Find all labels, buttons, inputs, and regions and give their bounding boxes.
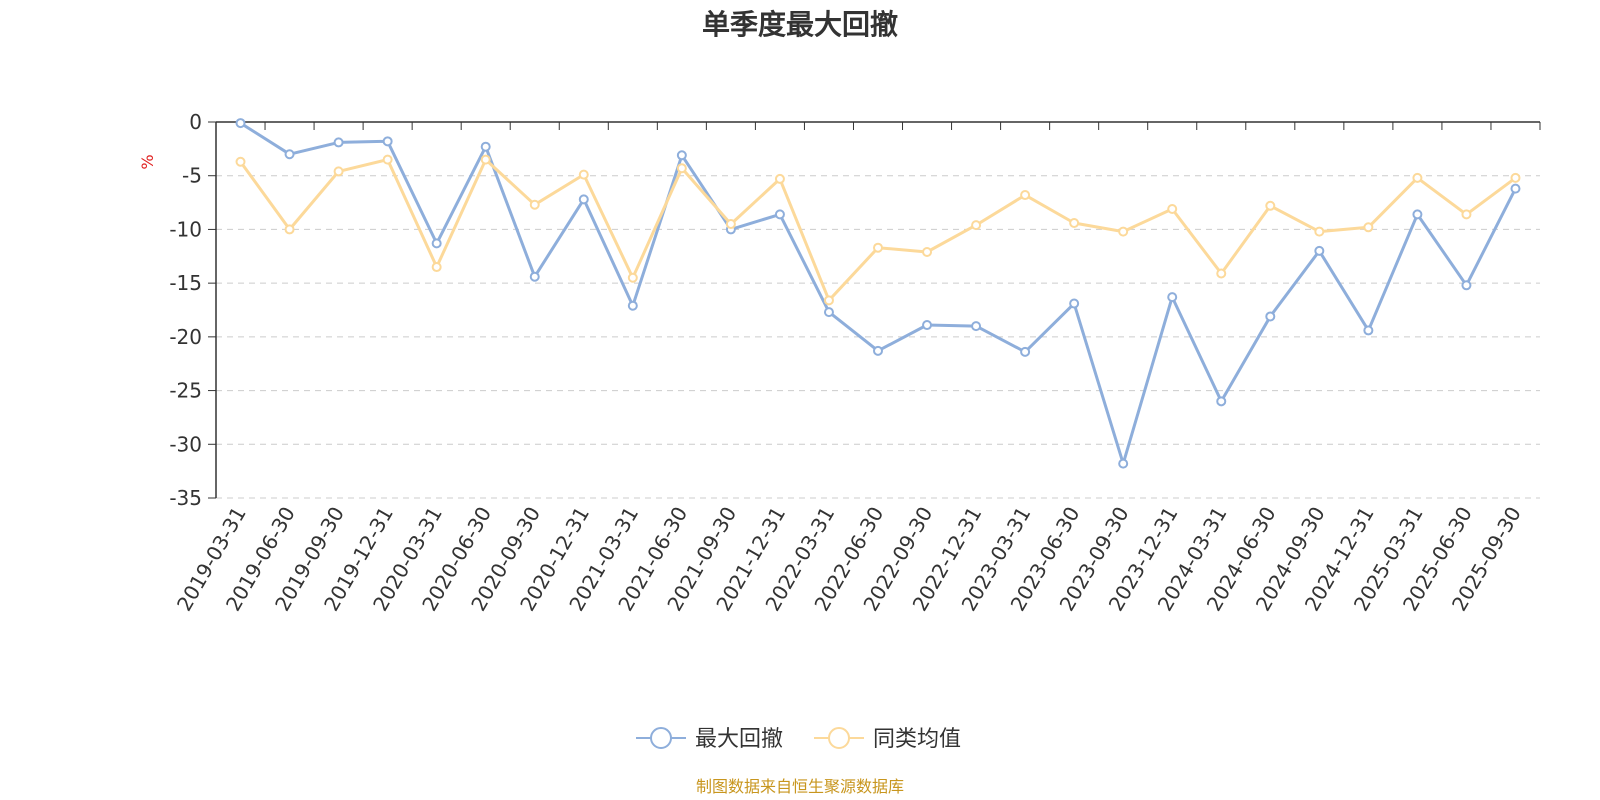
series-2-point[interactable] <box>284 224 295 235</box>
series-lines <box>235 118 1521 469</box>
series-2-point[interactable] <box>1167 204 1178 215</box>
legend-item-series-1[interactable]: 最大回撤 <box>636 727 783 752</box>
series-1-point[interactable] <box>1265 311 1276 322</box>
gridlines <box>216 175 1540 499</box>
series-2-point[interactable] <box>971 220 982 231</box>
y-tick-label: 0 <box>189 110 202 134</box>
axes <box>208 121 1541 499</box>
legend-series-2-circle-icon <box>828 727 850 749</box>
series-1-point[interactable] <box>1167 292 1178 303</box>
x-tick-labels: 2019-03-312019-06-302019-09-302019-12-31… <box>172 502 1526 615</box>
series-1-point[interactable] <box>922 320 933 331</box>
series-2-point[interactable] <box>1216 268 1227 279</box>
series-2-point[interactable] <box>873 242 883 253</box>
series-2-point[interactable] <box>1069 217 1080 228</box>
y-tick-label: -5 <box>182 164 202 188</box>
y-axis-unit-label: % <box>138 154 157 169</box>
legend-series-1-label: 最大回撤 <box>695 727 783 752</box>
series-1-point[interactable] <box>676 150 687 161</box>
series-1-point[interactable] <box>431 238 442 249</box>
series-2-point[interactable] <box>1020 190 1031 201</box>
y-tick-label: -25 <box>169 379 202 403</box>
legend: 最大回撤 同类均值 <box>636 727 961 752</box>
series-1-point[interactable] <box>1363 325 1374 336</box>
series-2-point[interactable] <box>480 154 491 165</box>
series-2-point[interactable] <box>774 173 785 184</box>
series-2-point[interactable] <box>1363 222 1374 233</box>
series-2-point[interactable] <box>578 169 589 180</box>
legend-series-2-label: 同类均值 <box>873 727 961 752</box>
series-2-point[interactable] <box>431 262 442 273</box>
series-1-line <box>239 121 1517 466</box>
series-1-point[interactable] <box>382 136 393 147</box>
series-2-point[interactable] <box>382 154 393 165</box>
series-1-point[interactable] <box>1216 396 1227 407</box>
series-1-point[interactable] <box>235 118 246 129</box>
series-1-point[interactable] <box>1461 280 1472 291</box>
series-1-point[interactable] <box>578 194 589 205</box>
series-2-point[interactable] <box>676 163 687 174</box>
series-2-point[interactable] <box>1510 172 1521 183</box>
series-1-point[interactable] <box>333 137 344 148</box>
series-2-point[interactable] <box>725 219 736 230</box>
series-1-point[interactable] <box>529 271 540 282</box>
series-1-point[interactable] <box>873 345 883 356</box>
series-1-point[interactable] <box>1118 458 1129 469</box>
legend-item-series-2[interactable]: 同类均值 <box>814 727 961 752</box>
series-2-point[interactable] <box>1412 172 1423 183</box>
series-1-point[interactable] <box>774 209 785 220</box>
series-2-point[interactable] <box>627 272 638 283</box>
series-1-point[interactable] <box>480 141 491 152</box>
legend-series-1-circle-icon <box>650 727 672 749</box>
y-tick-label: -10 <box>169 217 202 241</box>
series-1-point[interactable] <box>1069 298 1080 309</box>
y-tick-label: -35 <box>169 486 202 510</box>
series-1-point[interactable] <box>627 300 638 311</box>
series-1-point[interactable] <box>1314 245 1325 256</box>
series-2-point[interactable] <box>333 166 344 177</box>
y-tick-label: -30 <box>169 432 202 456</box>
series-1-point[interactable] <box>1510 183 1521 194</box>
series-2-point[interactable] <box>1314 226 1325 237</box>
series-2-point[interactable] <box>1265 200 1276 211</box>
series-2-point[interactable] <box>1118 226 1129 237</box>
y-tick-label: -15 <box>169 271 202 295</box>
series-1-point[interactable] <box>284 149 295 160</box>
chart-title: 单季度最大回撤 <box>702 8 898 41</box>
series-1-point[interactable] <box>1020 346 1031 357</box>
series-2-point[interactable] <box>235 156 246 167</box>
series-2-point[interactable] <box>922 246 933 257</box>
y-tick-labels: 0 -5 -10 -15 -20 -25 -30 -35 <box>169 110 202 510</box>
data-source-note: 制图数据来自恒生聚源数据库 <box>696 777 904 796</box>
series-1-point[interactable] <box>1412 209 1423 220</box>
series-2-point[interactable] <box>529 199 540 210</box>
y-tick-label: -20 <box>169 325 202 349</box>
series-2-point[interactable] <box>823 295 834 306</box>
series-1-point[interactable] <box>971 321 982 332</box>
series-2-point[interactable] <box>1461 209 1472 220</box>
series-1-point[interactable] <box>823 307 834 318</box>
